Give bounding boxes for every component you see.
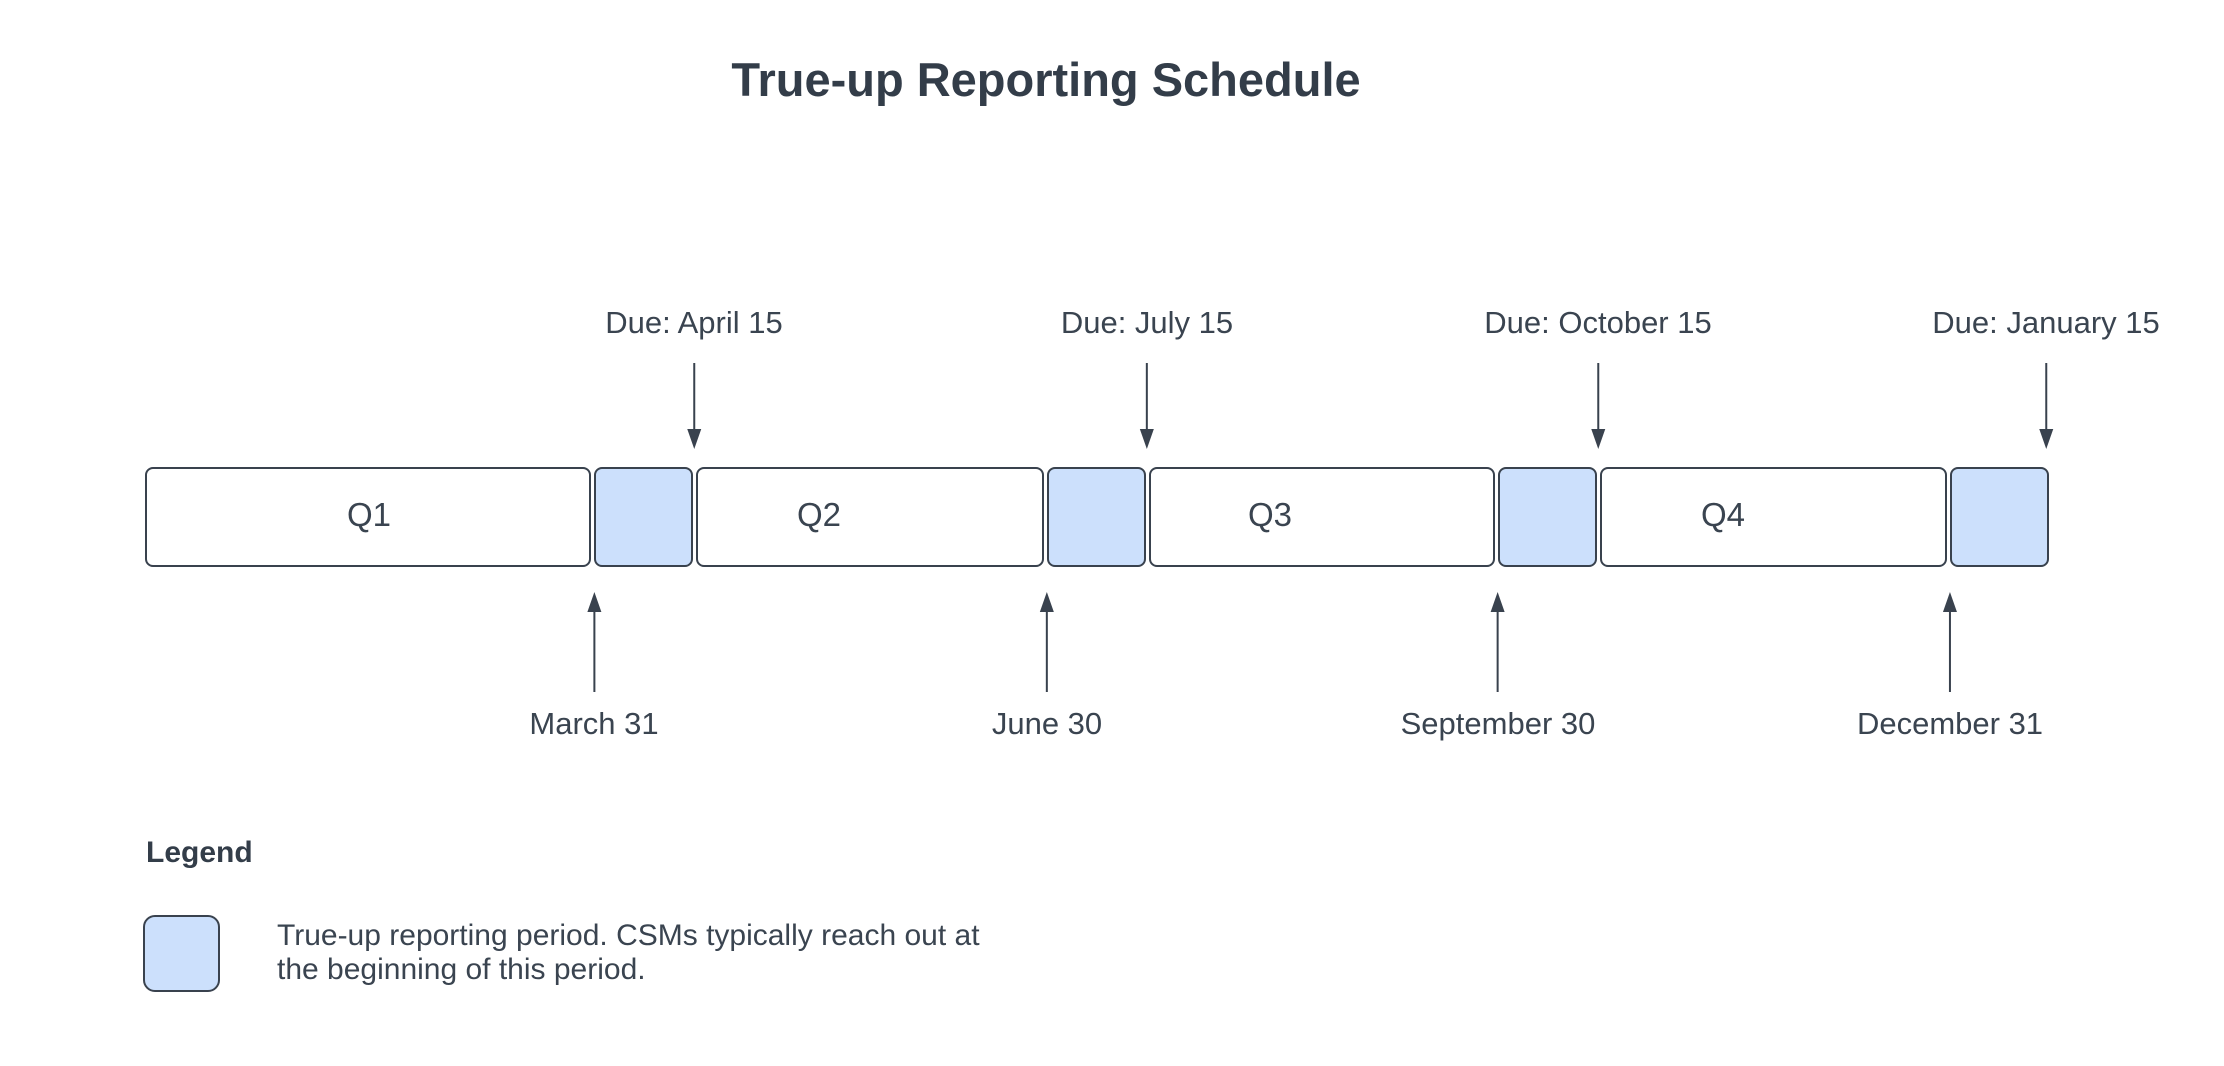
quarter-end-marker-q4: December 31 bbox=[1857, 592, 2043, 744]
quarter-label-q2: Q2 bbox=[796, 496, 842, 533]
quarter-box-q3 bbox=[1149, 467, 1495, 567]
trueup-period-box-1 bbox=[594, 467, 693, 567]
arrow-down-icon bbox=[686, 363, 702, 449]
due-marker-q3: Due: October 15 bbox=[1484, 303, 1712, 449]
legend-heading: Legend bbox=[146, 836, 253, 869]
quarter-box-q2 bbox=[696, 467, 1044, 567]
quarter-end-marker-q3: September 30 bbox=[1400, 592, 1596, 744]
arrow-down-icon bbox=[1590, 363, 1606, 449]
arrow-down-icon bbox=[1139, 363, 1155, 449]
trueup-period-swatch-icon bbox=[143, 915, 220, 992]
arrow-up-icon bbox=[1490, 592, 1506, 692]
timeline-bar bbox=[145, 467, 2052, 567]
diagram-title: True-up Reporting Schedule bbox=[731, 53, 1361, 106]
quarter-end-marker-q1: March 31 bbox=[529, 592, 659, 744]
quarter-end-marker-q2: June 30 bbox=[992, 592, 1102, 744]
quarter-box-q4 bbox=[1600, 467, 1947, 567]
legend-description-line1: True-up reporting period. CSMs typically… bbox=[277, 919, 980, 952]
quarter-end-label: December 31 bbox=[1856, 706, 2044, 741]
due-marker-q1: Due: April 15 bbox=[605, 303, 783, 449]
arrow-down-icon bbox=[2038, 363, 2054, 449]
quarter-label-q3: Q3 bbox=[1247, 496, 1293, 533]
due-date-label: Due: January 15 bbox=[1932, 305, 2160, 340]
arrow-up-icon bbox=[1942, 592, 1958, 692]
quarter-label-q1: Q1 bbox=[346, 496, 392, 533]
due-date-label: Due: July 15 bbox=[1060, 305, 1234, 340]
quarter-end-label: March 31 bbox=[529, 706, 659, 741]
arrow-up-icon bbox=[1039, 592, 1055, 692]
legend-description-line2: the beginning of this period. bbox=[277, 953, 646, 986]
quarter-end-label: June 30 bbox=[991, 706, 1103, 741]
due-date-label: Due: April 15 bbox=[605, 305, 783, 340]
quarter-end-label: September 30 bbox=[1400, 706, 1596, 741]
trueup-period-box-2 bbox=[1047, 467, 1146, 567]
legend-description: True-up reporting period. CSMs typically… bbox=[277, 919, 980, 987]
due-marker-q4: Due: January 15 bbox=[1932, 303, 2160, 449]
quarter-box-q1 bbox=[145, 467, 591, 567]
quarter-label-q4: Q4 bbox=[1700, 496, 1746, 533]
due-marker-q2: Due: July 15 bbox=[1061, 303, 1233, 449]
trueup-period-box-4 bbox=[1950, 467, 2049, 567]
arrow-up-icon bbox=[586, 592, 602, 692]
due-date-label: Due: October 15 bbox=[1484, 305, 1712, 340]
trueup-period-box-3 bbox=[1498, 467, 1597, 567]
